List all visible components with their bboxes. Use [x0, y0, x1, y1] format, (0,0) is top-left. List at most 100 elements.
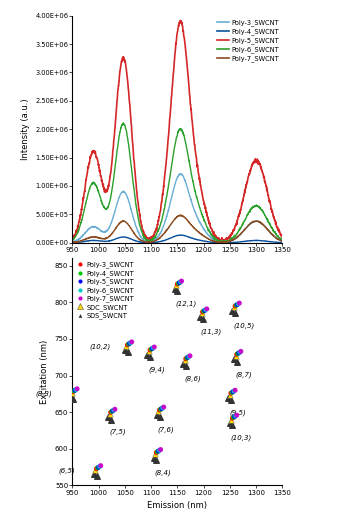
Text: (7,6): (7,6) — [158, 426, 174, 433]
Point — [197, 313, 203, 321]
Point — [94, 472, 100, 480]
Point — [73, 385, 79, 394]
Point — [105, 413, 111, 422]
Point — [157, 406, 163, 414]
Point — [70, 387, 76, 396]
Text: (9,5): (9,5) — [229, 410, 246, 417]
Point — [126, 340, 131, 348]
Point — [237, 348, 243, 357]
Point — [154, 411, 160, 419]
Point — [176, 279, 181, 288]
Point — [235, 349, 241, 358]
Point — [185, 353, 191, 361]
Point — [71, 387, 77, 395]
Point — [231, 355, 237, 364]
Point — [236, 299, 242, 307]
Point — [70, 395, 76, 403]
Point — [232, 309, 238, 317]
Point — [107, 409, 113, 418]
Point — [129, 338, 135, 346]
Point — [230, 414, 235, 422]
Point — [183, 362, 189, 370]
Y-axis label: Excitation (nm): Excitation (nm) — [40, 340, 49, 404]
Point — [125, 341, 130, 349]
Point — [236, 349, 242, 357]
Text: (9,4): (9,4) — [148, 366, 165, 373]
Point — [179, 277, 185, 286]
Point — [69, 389, 75, 397]
Point — [153, 456, 159, 464]
Point — [204, 305, 210, 313]
Point — [156, 447, 161, 455]
Point — [227, 390, 233, 399]
Point — [200, 315, 206, 323]
Point — [228, 389, 234, 397]
Y-axis label: Intensity (a.u.): Intensity (a.u.) — [21, 98, 30, 160]
Point — [157, 446, 163, 455]
Point — [160, 404, 165, 412]
Point — [111, 406, 117, 414]
Point — [109, 407, 115, 416]
Point — [200, 307, 206, 316]
Point — [156, 407, 161, 416]
Point — [108, 408, 114, 417]
Point — [157, 413, 163, 422]
Text: (6,5): (6,5) — [59, 467, 75, 474]
Point — [227, 419, 233, 428]
Text: (12,1): (12,1) — [176, 301, 197, 307]
Point — [202, 306, 207, 315]
Point — [229, 388, 235, 397]
Point — [235, 300, 241, 308]
Text: (10,5): (10,5) — [233, 323, 254, 329]
Point — [151, 454, 157, 462]
Point — [173, 281, 179, 290]
Point — [180, 360, 186, 368]
Point — [148, 345, 154, 353]
Text: (10,2): (10,2) — [90, 343, 111, 350]
Point — [231, 387, 237, 395]
Point — [186, 352, 192, 361]
Point — [147, 353, 153, 361]
Point — [230, 387, 236, 396]
Point — [238, 347, 244, 355]
Point — [110, 407, 116, 415]
Point — [230, 421, 235, 430]
Text: (8,7): (8,7) — [235, 371, 252, 377]
Point — [234, 358, 240, 366]
Point — [226, 394, 231, 402]
Text: (8,3): (8,3) — [35, 390, 52, 397]
Point — [150, 343, 156, 352]
Point — [98, 461, 104, 470]
Point — [232, 302, 238, 310]
Point — [174, 280, 180, 288]
Point — [199, 309, 205, 317]
Point — [94, 465, 100, 473]
Text: (8,6): (8,6) — [184, 375, 201, 382]
Point — [146, 347, 152, 355]
Point — [187, 352, 193, 360]
Point — [67, 393, 73, 401]
Point — [228, 416, 234, 424]
Point — [228, 396, 234, 405]
Point — [184, 354, 190, 362]
Point — [158, 405, 164, 413]
Point — [144, 351, 150, 359]
Point — [151, 343, 157, 351]
Point — [159, 405, 165, 413]
Point — [155, 447, 160, 456]
Point — [234, 300, 240, 309]
Point — [95, 464, 101, 472]
Point — [128, 338, 134, 347]
Point — [183, 354, 189, 363]
Point — [93, 466, 98, 474]
Text: (10,3): (10,3) — [231, 435, 252, 441]
Point — [152, 450, 158, 458]
Point — [201, 307, 206, 315]
Point — [233, 352, 239, 360]
Point — [230, 307, 235, 315]
Point — [125, 348, 130, 357]
Point — [231, 413, 236, 422]
Point — [127, 339, 132, 348]
Point — [123, 342, 129, 350]
Point — [96, 463, 101, 471]
